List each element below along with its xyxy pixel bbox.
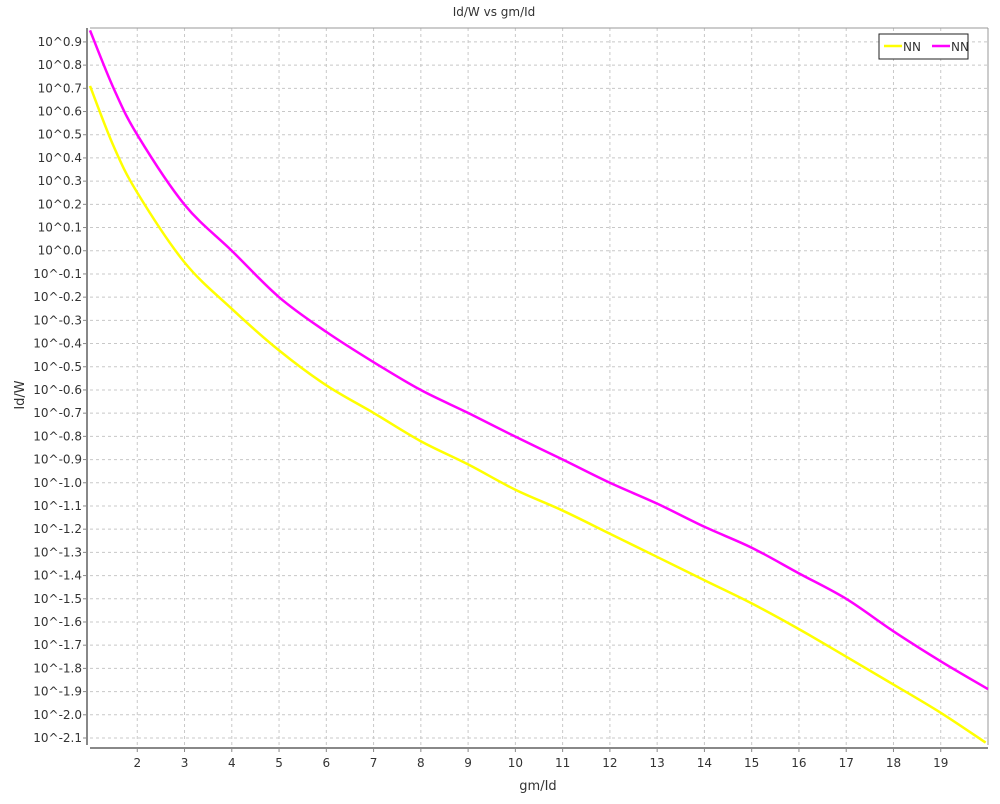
- y-tick-label: 10^-0.8: [33, 429, 82, 443]
- y-tick-label: 10^-1.3: [33, 545, 82, 559]
- y-tick-label: 10^0.7: [38, 81, 82, 95]
- x-tick-label: 7: [370, 756, 378, 770]
- y-axis-label: Id/W: [13, 380, 28, 409]
- y-tick-label: 10^-1.8: [33, 661, 82, 675]
- y-tick-label: 10^-1.4: [33, 569, 82, 583]
- y-tick-label: 10^-0.3: [33, 313, 82, 327]
- x-tick-label: 2: [133, 756, 141, 770]
- x-tick-label: 12: [602, 756, 617, 770]
- x-tick-label: 19: [933, 756, 948, 770]
- x-tick-label: 5: [275, 756, 283, 770]
- axes: 2 3 4 5 6 7 8 9 10 11 12 13 14 15 16 17 18 19 10^0.9 10^0.8…: [33, 27, 989, 770]
- y-tick-label: 10^-0.4: [33, 337, 82, 351]
- y-tick-label: 10^-0.7: [33, 406, 82, 420]
- x-tick-label: 18: [886, 756, 901, 770]
- plot-area: [90, 28, 988, 745]
- x-tick-label: 17: [839, 756, 854, 770]
- y-tick-label: 10^-1.1: [33, 499, 82, 513]
- y-tick-label: 10^-1.7: [33, 638, 82, 652]
- y-tick-label: 10^-0.9: [33, 453, 82, 467]
- legend: NN NN: [878, 33, 969, 60]
- y-tick-label: 10^-1.6: [33, 615, 82, 629]
- y-tick-label: 10^0.3: [38, 174, 82, 188]
- y-tick-label: 10^0.9: [38, 35, 82, 49]
- y-tick-label: 10^-0.6: [33, 383, 82, 397]
- x-tick-label: 14: [697, 756, 712, 770]
- y-tick-label: 10^-0.1: [33, 267, 82, 281]
- y-tick-label: 10^0.6: [38, 105, 82, 119]
- y-tick-label: 10^-1.5: [33, 592, 82, 606]
- x-tick-label: 16: [791, 756, 806, 770]
- x-tick-label: 13: [650, 756, 665, 770]
- y-tick-label: 10^-0.5: [33, 360, 82, 374]
- y-tick-label: 10^0.2: [38, 197, 82, 211]
- series-lines: [88, 29, 989, 744]
- y-tick-label: 10^-1.9: [33, 685, 82, 699]
- x-tick-label: 10: [508, 756, 523, 770]
- legend-label: NN: [951, 40, 969, 54]
- chart-title: Id/W vs gm/Id: [453, 5, 536, 19]
- y-tick-label: 10^-2.0: [33, 708, 82, 722]
- x-tick-label: 8: [417, 756, 425, 770]
- y-tick-label: 10^-1.0: [33, 476, 82, 490]
- x-tick-label: 11: [555, 756, 570, 770]
- y-tick-label: 10^-1.2: [33, 522, 82, 536]
- series-line-2: [88, 29, 989, 691]
- x-tick-label: 6: [322, 756, 330, 770]
- x-tick-label: 15: [744, 756, 759, 770]
- x-tick-label: 4: [228, 756, 236, 770]
- y-tick-label: 10^-2.1: [33, 731, 82, 745]
- y-tick-label: 10^0.5: [38, 128, 82, 142]
- y-tick-label: 10^0.1: [38, 221, 82, 235]
- y-tick-label: 10^0.4: [38, 151, 82, 165]
- x-tick-label: 3: [181, 756, 189, 770]
- x-tick-label: 9: [464, 756, 472, 770]
- grid: [90, 28, 988, 745]
- legend-label: NN: [903, 40, 921, 54]
- y-tick-label: 10^0.8: [38, 58, 82, 72]
- y-tick-label: 10^0.0: [38, 244, 82, 258]
- x-axis-label: gm/Id: [519, 779, 556, 794]
- y-tick-label: 10^-0.2: [33, 290, 82, 304]
- series-line-1: [88, 85, 987, 744]
